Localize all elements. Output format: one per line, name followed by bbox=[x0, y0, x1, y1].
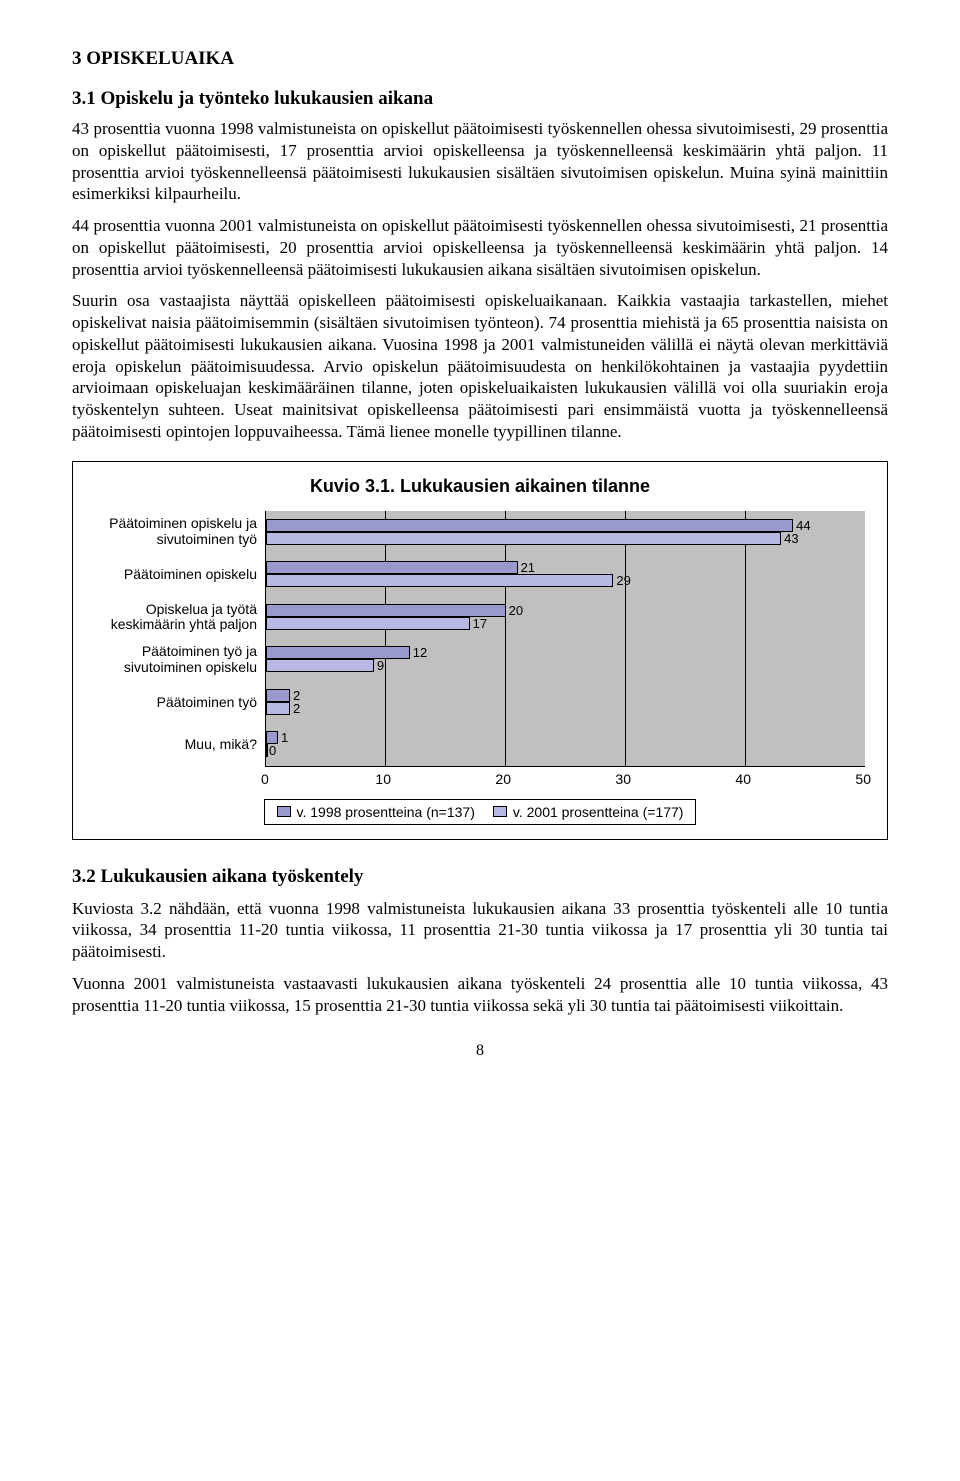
chart-legend-item: v. 2001 prosentteina (=177) bbox=[493, 804, 684, 820]
chart-legend-swatch bbox=[277, 806, 291, 817]
chart-category-label: Päätoiminen opiskelu bbox=[95, 554, 257, 594]
chart-bar-value: 1 bbox=[281, 730, 288, 745]
section-title: 3 OPISKELUAIKA bbox=[72, 48, 888, 70]
chart-x-tick: 10 bbox=[271, 771, 391, 787]
chart-legend-item: v. 1998 prosentteina (n=137) bbox=[277, 804, 475, 820]
chart-legend-label: v. 1998 prosentteina (n=137) bbox=[297, 804, 475, 820]
chart-bar bbox=[266, 689, 290, 702]
chart-bar-wrap: 12 bbox=[266, 646, 865, 659]
chart-bars: 4443212920171292210 bbox=[266, 511, 865, 766]
chart-bar-wrap: 29 bbox=[266, 574, 865, 587]
chart-title: Kuvio 3.1. Lukukausien aikainen tilanne bbox=[95, 476, 865, 497]
chart-x-tick: 40 bbox=[631, 771, 751, 787]
chart-legend: v. 1998 prosentteina (n=137) v. 2001 pros… bbox=[264, 799, 697, 825]
chart-bar-value: 21 bbox=[521, 560, 535, 575]
chart-bar-wrap: 21 bbox=[266, 561, 865, 574]
chart-x-tick: 20 bbox=[391, 771, 511, 787]
chart-bar bbox=[266, 519, 793, 532]
chart-bar bbox=[266, 659, 374, 672]
chart-bar-wrap: 43 bbox=[266, 532, 865, 545]
chart-bar-group: 2017 bbox=[266, 596, 865, 639]
chart-frame: Kuvio 3.1. Lukukausien aikainen tilanne … bbox=[72, 461, 888, 840]
paragraph: 44 prosenttia vuonna 2001 valmistuneista… bbox=[72, 215, 888, 280]
chart-bar-group: 12 9 bbox=[266, 638, 865, 681]
paragraph: Vuonna 2001 valmistuneista vastaavasti l… bbox=[72, 973, 888, 1017]
chart-bar-wrap: 9 bbox=[266, 659, 865, 672]
chart-bar-wrap: 2 bbox=[266, 689, 865, 702]
chart-bar-value: 43 bbox=[784, 531, 798, 546]
chart-bar-group: 10 bbox=[266, 723, 865, 766]
subsection-title: 3.2 Lukukausien aikana työskentely bbox=[72, 866, 888, 888]
chart-bar-wrap: 2 bbox=[266, 702, 865, 715]
paragraph: Suurin osa vastaajista näyttää opiskelle… bbox=[72, 290, 888, 442]
chart-y-labels: Päätoiminen opiskelu ja sivutoiminen työ… bbox=[95, 511, 265, 767]
chart-bar-wrap: 1 bbox=[266, 731, 865, 744]
chart-bar bbox=[266, 532, 781, 545]
subsection-title: 3.1 Opiskelu ja työnteko lukukausien aik… bbox=[72, 88, 888, 110]
chart-legend-swatch bbox=[493, 806, 507, 817]
chart-bar bbox=[266, 604, 506, 617]
chart-x-axis: 01020304050 bbox=[265, 771, 865, 787]
chart-x-tick: 50 bbox=[751, 771, 871, 787]
chart-bar-value: 0 bbox=[269, 743, 276, 758]
chart-bar-wrap: 17 bbox=[266, 617, 865, 630]
paragraph: 43 prosenttia vuonna 1998 valmistuneista… bbox=[72, 118, 888, 205]
chart-body: Päätoiminen opiskelu ja sivutoiminen työ… bbox=[95, 511, 865, 767]
chart-category-label: Päätoiminen työ ja sivutoiminen opiskelu bbox=[95, 640, 257, 680]
chart-category-label: Opiskelua ja työtä keskimäärin yhtä palj… bbox=[95, 597, 257, 637]
chart-bar-group: 22 bbox=[266, 681, 865, 724]
chart-bar-value: 9 bbox=[377, 658, 384, 673]
chart-bar-value: 12 bbox=[413, 645, 427, 660]
chart-bar-group: 21 29 bbox=[266, 553, 865, 596]
chart-category-label: Päätoiminen työ bbox=[95, 682, 257, 722]
page-number: 8 bbox=[72, 1042, 888, 1060]
chart-bar-wrap: 20 bbox=[266, 604, 865, 617]
chart-bar-value: 2 bbox=[293, 701, 300, 716]
chart-bar bbox=[266, 744, 268, 757]
chart-bar-group: 4443 bbox=[266, 511, 865, 554]
chart-bar bbox=[266, 646, 410, 659]
chart-plot: 4443212920171292210 bbox=[265, 511, 865, 767]
chart-bar-value: 29 bbox=[616, 573, 630, 588]
chart-bar bbox=[266, 702, 290, 715]
chart-bar-wrap: 0 bbox=[266, 744, 865, 757]
chart-category-label: Päätoiminen opiskelu ja sivutoiminen työ bbox=[95, 512, 257, 552]
chart-bar bbox=[266, 574, 613, 587]
chart-bar-value: 20 bbox=[509, 603, 523, 618]
chart-bar-value: 17 bbox=[473, 616, 487, 631]
chart-category-label: Muu, mikä? bbox=[95, 725, 257, 765]
chart-bar bbox=[266, 617, 470, 630]
chart-bar-wrap: 44 bbox=[266, 519, 865, 532]
chart-x-tick: 30 bbox=[511, 771, 631, 787]
chart-bar bbox=[266, 561, 518, 574]
paragraph: Kuviosta 3.2 nähdään, että vuonna 1998 v… bbox=[72, 898, 888, 963]
chart-legend-label: v. 2001 prosentteina (=177) bbox=[513, 804, 684, 820]
